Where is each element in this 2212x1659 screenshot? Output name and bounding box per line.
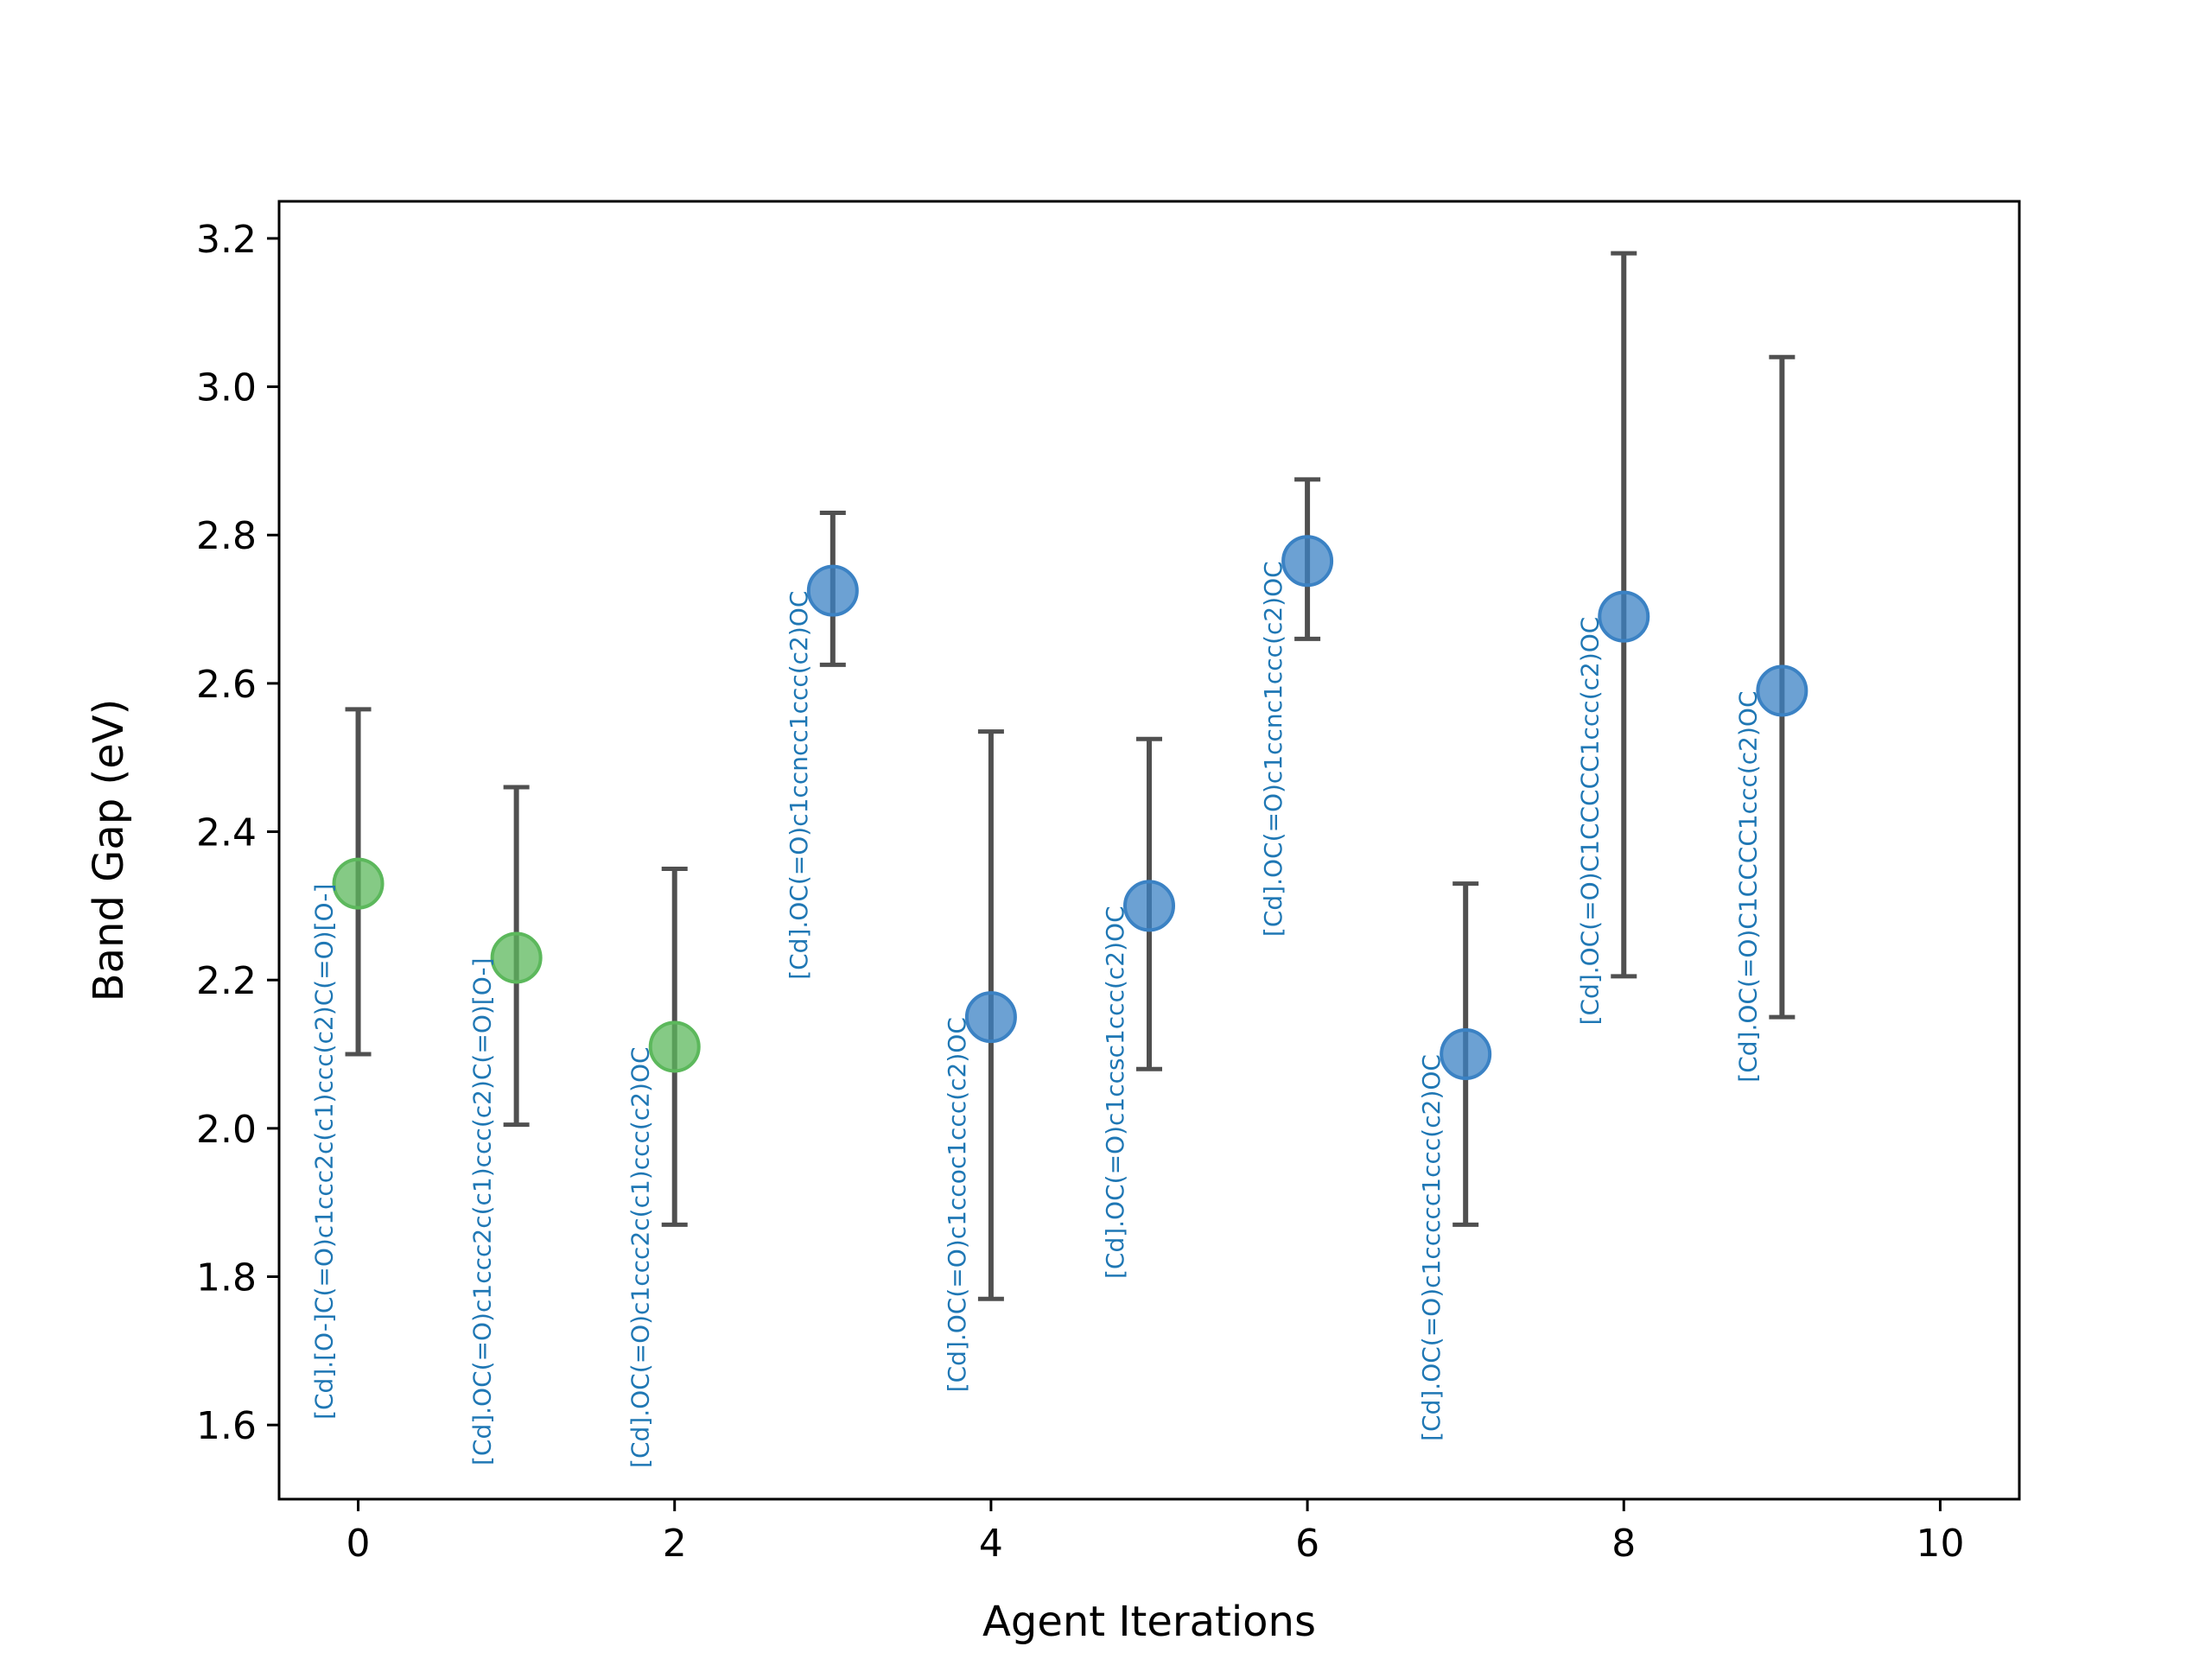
data-point-label: [Cd].OC(=O)C1CCCC1ccc(c2)OC (1733, 690, 1762, 1082)
data-point-group: [Cd].OC(=O)c1ccoc1ccc(c2)OC (943, 729, 1017, 1392)
y-tick-label: 1.6 (196, 1404, 257, 1448)
data-point-marker (1123, 880, 1175, 932)
marks-layer: [Cd].[O-]C(=O)c1ccc2c(c1)ccc(c2)C(=O)[O-… (310, 251, 1808, 1468)
data-point-group: [Cd].OC(=O)C1CCCCC1ccc(c2)OC (1575, 251, 1650, 1026)
data-point-label: [Cd].OC(=O)c1ccnc1ccc(c2)OC (1259, 561, 1287, 937)
data-point-group: [Cd].[O-]C(=O)c1ccc2c(c1)ccc(c2)C(=O)[O-… (310, 707, 385, 1420)
data-point-group: [Cd].OC(=O)c1ccsc1ccc(c2)OC (1101, 736, 1175, 1279)
data-point-marker (648, 1020, 701, 1073)
y-tick-label: 2.0 (196, 1108, 257, 1152)
data-point-label: [Cd].OC(=O)c1ccc2c(c1)ccc(c2)C(=O)[O-] (468, 957, 497, 1465)
x-tick-label: 10 (1916, 1522, 1964, 1566)
y-axis-label: Band Gap (eV) (85, 699, 133, 1002)
data-point-marker (1756, 664, 1808, 717)
data-point-group: [Cd].OC(=O)c1ccnc1ccc(c2)OC (1259, 477, 1334, 937)
data-point-label: [Cd].OC(=O)c1ccccc1ccc(c2)OC (1417, 1054, 1446, 1441)
y-tick-label: 2.6 (196, 663, 257, 707)
y-tick-label: 2.4 (196, 811, 257, 855)
y-tick-label: 2.2 (196, 959, 257, 1003)
x-tick-label: 4 (979, 1522, 1003, 1566)
y-tick-label: 3.0 (196, 366, 257, 410)
data-point-marker (1440, 1028, 1492, 1081)
data-point-marker (806, 564, 859, 617)
x-tick-label: 6 (1295, 1522, 1319, 1566)
data-point-group: [Cd].OC(=O)c1ccc2c(c1)ccc(c2)C(=O)[O-] (468, 785, 543, 1465)
x-tick-label: 8 (1611, 1522, 1636, 1566)
data-point-label: [Cd].OC(=O)C1CCCCC1ccc(c2)OC (1575, 617, 1604, 1026)
data-point-marker (490, 931, 543, 984)
data-point-label: [Cd].OC(=O)c1ccncc1ccc(c2)OC (785, 591, 813, 980)
x-tick-label: 0 (346, 1522, 371, 1566)
data-point-label: [Cd].[O-]C(=O)c1ccc2c(c1)ccc(c2)C(=O)[O-… (310, 884, 339, 1420)
data-point-group: [Cd].OC(=O)c1ccncc1ccc(c2)OC (785, 510, 859, 980)
data-point-label: [Cd].OC(=O)c1ccc2c(c1)ccc(c2)OC (626, 1046, 655, 1468)
plot-frame (277, 200, 2021, 1501)
data-point-label: [Cd].OC(=O)c1ccoc1ccc(c2)OC (943, 1017, 971, 1392)
y-tick-label: 3.2 (196, 218, 257, 262)
data-point-marker (1598, 590, 1650, 643)
x-tick-label: 2 (663, 1522, 687, 1566)
y-tick-label: 2.8 (196, 514, 257, 558)
data-point-group: [Cd].OC(=O)C1CCCC1ccc(c2)OC (1733, 354, 1808, 1083)
data-point-marker (964, 991, 1017, 1044)
x-axis-label: Agent Iterations (982, 1598, 1316, 1646)
data-point-label: [Cd].OC(=O)c1ccsc1ccc(c2)OC (1101, 906, 1129, 1279)
data-point-marker (332, 857, 385, 910)
data-point-marker (1281, 535, 1334, 588)
data-point-group: [Cd].OC(=O)c1ccccc1ccc(c2)OC (1417, 881, 1492, 1441)
y-tick-label: 1.8 (196, 1256, 257, 1300)
ticks-layer: 0 2 4 6 8 10 1.6 1.8 2.0 2.2 2.4 2.6 2.8 3.0 3.2 (196, 218, 1964, 1566)
data-point-group: [Cd].OC(=O)c1ccc2c(c1)ccc(c2)OC (626, 866, 701, 1468)
